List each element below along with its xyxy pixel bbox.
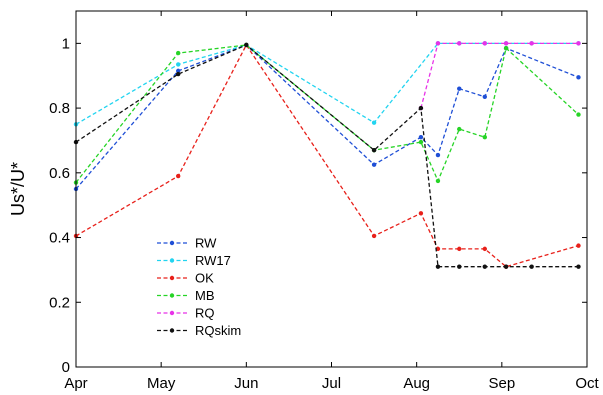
data-point xyxy=(482,94,487,99)
series-line xyxy=(420,42,579,109)
data-point xyxy=(482,264,487,269)
y-tick-label: 0.6 xyxy=(49,165,70,182)
data-point xyxy=(503,264,509,269)
x-tick-label: Jun xyxy=(234,375,258,392)
data-point xyxy=(418,211,424,216)
data-point xyxy=(176,68,181,74)
data-point xyxy=(503,46,509,51)
legend-entry: OK xyxy=(157,271,214,286)
legend-swatch-marker xyxy=(169,328,175,333)
series-line xyxy=(75,44,579,268)
legend-swatch-marker xyxy=(169,240,175,246)
x-tick-label: Aug xyxy=(403,375,430,392)
legend-swatch-marker xyxy=(169,275,175,281)
legend-swatch-marker xyxy=(169,310,175,316)
legend-swatch-marker xyxy=(169,258,175,263)
data-point xyxy=(457,246,462,252)
data-point xyxy=(576,41,581,46)
data-point xyxy=(244,42,249,48)
data-point xyxy=(457,41,462,46)
y-tick-label: 1 xyxy=(62,35,70,52)
x-tick-label: Oct xyxy=(575,375,599,392)
x-tick-label: Apr xyxy=(64,375,87,392)
series-line xyxy=(75,42,579,125)
x-tick-label: Sep xyxy=(488,375,515,392)
data-point xyxy=(435,264,441,269)
legend-label: RQskim xyxy=(195,323,241,338)
legend-swatch-marker xyxy=(169,293,175,298)
y-tick-label: 0.4 xyxy=(49,230,70,247)
legend-entry: MB xyxy=(157,288,215,303)
data-point xyxy=(435,246,441,252)
legend: RW RW17 OK MB RQ RQskim xyxy=(157,236,241,338)
legend-label: RW xyxy=(195,236,217,251)
data-point xyxy=(482,246,487,252)
data-point xyxy=(371,233,377,239)
y-tick-label: 0.2 xyxy=(49,294,70,311)
data-point xyxy=(529,41,534,46)
data-point xyxy=(503,41,509,46)
data-point xyxy=(176,71,181,77)
data-point xyxy=(435,41,441,46)
data-point xyxy=(576,75,581,80)
series-rq xyxy=(418,41,581,111)
y-axis-label: Us*/U* xyxy=(8,162,28,216)
legend-entry: RW17 xyxy=(157,253,231,268)
series-rw xyxy=(73,42,581,192)
data-point xyxy=(371,147,377,153)
y-tick-label: 0 xyxy=(62,359,70,376)
data-point xyxy=(457,86,462,91)
data-point xyxy=(176,173,181,179)
legend-entry: RQskim xyxy=(157,323,241,338)
data-point xyxy=(418,139,424,145)
series-layer xyxy=(73,41,581,269)
data-point xyxy=(576,112,581,117)
data-point xyxy=(435,152,441,158)
data-point xyxy=(457,264,462,269)
data-point xyxy=(418,105,424,111)
legend-label: RQ xyxy=(195,306,215,321)
series-line xyxy=(75,44,579,190)
data-point xyxy=(482,135,487,140)
data-point xyxy=(371,120,377,125)
data-point xyxy=(176,62,181,67)
series-ok xyxy=(73,42,581,269)
series-line xyxy=(75,43,579,268)
plot-frame xyxy=(75,10,588,368)
data-point xyxy=(176,50,181,56)
data-point xyxy=(576,243,581,248)
data-point xyxy=(576,264,581,269)
x-tick-label: May xyxy=(147,375,176,392)
legend-label: RW17 xyxy=(195,253,231,268)
legend-entry: RW xyxy=(157,236,217,251)
data-point xyxy=(457,126,462,132)
x-tick-label: Jul xyxy=(322,375,341,392)
series-mb xyxy=(73,42,581,185)
series-rqskim xyxy=(73,42,581,269)
legend-label: MB xyxy=(195,288,215,303)
legend-entry: RQ xyxy=(157,306,215,321)
y-tick-label: 0.8 xyxy=(49,100,70,117)
ticks-layer: Apr May Jun Jul Aug Sep Oct 0 0.2 0.4 0.6 0.8 1 xyxy=(49,11,599,392)
legend-label: OK xyxy=(195,271,214,286)
data-point xyxy=(371,162,377,167)
data-point xyxy=(418,135,424,140)
data-point xyxy=(529,264,534,269)
data-point xyxy=(482,41,487,46)
series-line xyxy=(75,44,579,183)
data-point xyxy=(435,178,441,184)
